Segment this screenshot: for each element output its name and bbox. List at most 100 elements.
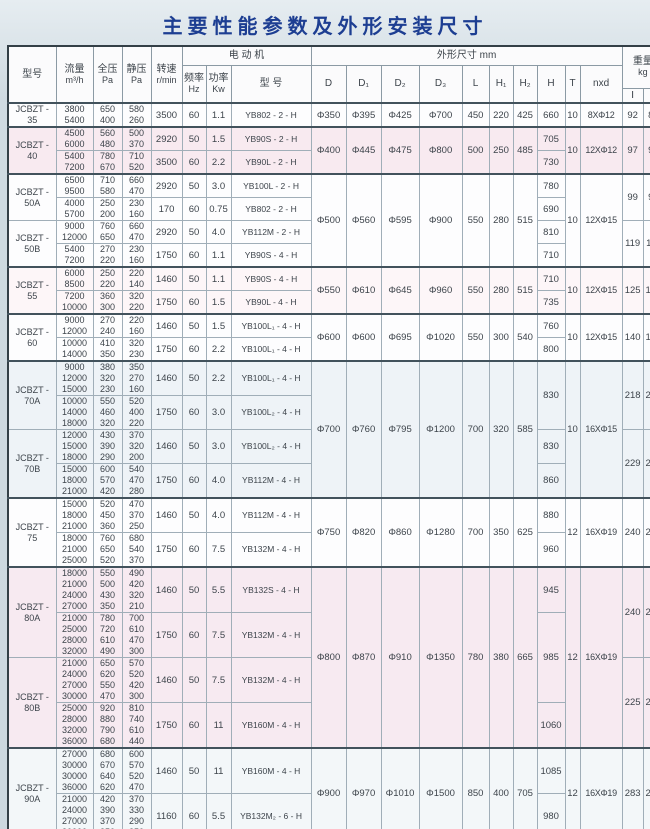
dim-d2-cell: Φ425 bbox=[380, 102, 420, 128]
dim-nxd-cell: 8XΦ12 bbox=[579, 102, 623, 128]
freq-cell: 60 bbox=[181, 337, 207, 362]
weight-1-cell: 140 bbox=[621, 313, 644, 362]
freq-cell: 50 bbox=[181, 313, 207, 338]
header-dim-h2: H₂ bbox=[512, 64, 538, 104]
total-pressure-cell: 270 240 bbox=[92, 313, 123, 338]
speed-cell: 1750 bbox=[150, 243, 183, 268]
weight-2-cell: 90 bbox=[642, 126, 650, 175]
dim-d-cell: Φ350 bbox=[310, 102, 347, 128]
header-power: 功率 Kw bbox=[205, 64, 232, 104]
header-dim-nxd: nxd bbox=[579, 64, 623, 104]
dim-h-cell: 780 bbox=[536, 173, 566, 198]
dim-h2-cell: 485 bbox=[512, 126, 538, 175]
dim-d2-cell: Φ1010 bbox=[380, 747, 420, 829]
power-cell: 2.2 bbox=[205, 337, 232, 362]
static-pressure-cell: 320 220 bbox=[121, 290, 152, 315]
static-pressure-cell: 540 470 280 bbox=[121, 463, 152, 499]
dim-h2-cell: 665 bbox=[512, 566, 538, 749]
power-cell: 7.5 bbox=[205, 532, 232, 568]
dim-nxd-cell: 12XΦ12 bbox=[579, 126, 623, 175]
header-power-label: 功率 bbox=[208, 72, 229, 84]
speed-cell: 2920 bbox=[150, 220, 183, 244]
flow-cell: 6500 9500 bbox=[55, 173, 94, 198]
header-dims-group: 外形尺寸 mm bbox=[310, 45, 623, 66]
flow-cell: 18000 21000 24000 27000 bbox=[55, 566, 94, 613]
dim-d-cell: Φ400 bbox=[310, 126, 347, 175]
model-cell: JCBZT - 70B bbox=[7, 429, 57, 499]
dim-h-cell: 1085 bbox=[536, 747, 566, 794]
static-pressure-cell: 710 520 bbox=[121, 150, 152, 175]
dim-h-cell: 1060 bbox=[536, 702, 566, 749]
power-cell: 11 bbox=[205, 702, 232, 749]
dim-d1-cell: Φ870 bbox=[345, 566, 382, 749]
weight-2-cell: 225 bbox=[642, 566, 650, 658]
weight-1-cell: 229 bbox=[621, 429, 644, 499]
flow-cell: 3800 5400 bbox=[55, 102, 94, 128]
header-dim-d: D bbox=[310, 64, 347, 104]
dim-t-cell: 12 bbox=[564, 497, 581, 568]
dim-d2-cell: Φ645 bbox=[380, 266, 420, 315]
header-flow-unit: m³/h bbox=[65, 74, 84, 85]
total-pressure-cell: 250 220 bbox=[92, 266, 123, 291]
dim-nxd-cell: 16XΦ19 bbox=[579, 747, 623, 829]
power-cell: 1.5 bbox=[205, 313, 232, 338]
weight-2-cell: 111 bbox=[642, 220, 650, 268]
dim-l-cell: 700 bbox=[461, 497, 490, 568]
motor-model-cell: YB100L₁ - 4 - H bbox=[230, 313, 312, 338]
weight-2-cell: 265 bbox=[642, 747, 650, 829]
power-cell: 4.0 bbox=[205, 497, 232, 533]
header-static-pressure-unit: Pa bbox=[130, 74, 142, 85]
total-pressure-cell: 760 650 520 bbox=[92, 532, 123, 568]
table-row: JCBZT - 40 4500 6000 560 480 500 370 2920 50 1… bbox=[7, 126, 650, 175]
header-motor-model: 型 号 bbox=[230, 64, 312, 104]
dim-t-cell: 10 bbox=[564, 126, 581, 175]
dim-nxd-cell: 12XΦ15 bbox=[579, 266, 623, 315]
flow-cell: 5400 7200 bbox=[55, 150, 94, 175]
table-row: JCBZT - 90A 27000 30000 30000 36000 680 67… bbox=[7, 747, 650, 829]
freq-cell: 50 bbox=[181, 360, 207, 396]
header-full-pressure: 全压 Pa bbox=[92, 45, 123, 104]
freq-cell: 50 bbox=[181, 497, 207, 533]
freq-cell: 60 bbox=[181, 793, 207, 829]
static-pressure-cell: 220 160 bbox=[121, 313, 152, 338]
static-pressure-cell: 580 260 bbox=[121, 102, 152, 128]
freq-cell: 60 bbox=[181, 197, 207, 221]
flow-cell: 25000 28000 32000 36000 bbox=[55, 702, 94, 749]
total-pressure-cell: 550 500 430 350 bbox=[92, 566, 123, 613]
flow-cell: 7200 10000 bbox=[55, 290, 94, 315]
dim-d3-cell: Φ1350 bbox=[418, 566, 463, 749]
dim-h1-cell: 250 bbox=[488, 126, 514, 175]
freq-cell: 60 bbox=[181, 243, 207, 268]
power-cell: 3.0 bbox=[205, 395, 232, 430]
speed-cell: 170 bbox=[150, 197, 183, 221]
total-pressure-cell: 710 580 bbox=[92, 173, 123, 198]
motor-model-cell: YB802 - 2 - H bbox=[230, 102, 312, 128]
model-cell: JCBZT - 70A bbox=[7, 360, 57, 430]
table-row: JCBZT - 35 3800 5400 650 400 580 260 3500 60 1… bbox=[7, 102, 650, 128]
dim-h-cell: 690 bbox=[536, 197, 566, 221]
power-cell: 7.5 bbox=[205, 657, 232, 703]
dim-l-cell: 850 bbox=[461, 747, 490, 829]
header-dim-l: L bbox=[461, 64, 490, 104]
dim-h1-cell: 320 bbox=[488, 360, 514, 499]
speed-cell: 2920 bbox=[150, 126, 183, 151]
speed-cell: 2920 bbox=[150, 173, 183, 198]
flow-cell: 27000 30000 30000 36000 bbox=[55, 747, 94, 794]
dim-l-cell: 550 bbox=[461, 313, 490, 362]
dim-h2-cell: 625 bbox=[512, 497, 538, 568]
weight-1-cell: 218 bbox=[621, 360, 644, 430]
dim-d3-cell: Φ1500 bbox=[418, 747, 463, 829]
dim-d-cell: Φ900 bbox=[310, 747, 347, 829]
motor-model-cell: YB100L - 2 - H bbox=[230, 173, 312, 198]
dim-d-cell: Φ800 bbox=[310, 566, 347, 749]
dim-d-cell: Φ600 bbox=[310, 313, 347, 362]
motor-model-cell: YB132M₂ - 6 - H bbox=[230, 793, 312, 829]
flow-cell: 21000 24000 27000 30000 bbox=[55, 657, 94, 703]
dim-d1-cell: Φ610 bbox=[345, 266, 382, 315]
dim-nxd-cell: 12XΦ15 bbox=[579, 173, 623, 268]
total-pressure-cell: 760 650 bbox=[92, 220, 123, 244]
dim-h-cell: 705 bbox=[536, 126, 566, 151]
dim-h2-cell: 515 bbox=[512, 173, 538, 268]
speed-cell: 1460 bbox=[150, 266, 183, 291]
